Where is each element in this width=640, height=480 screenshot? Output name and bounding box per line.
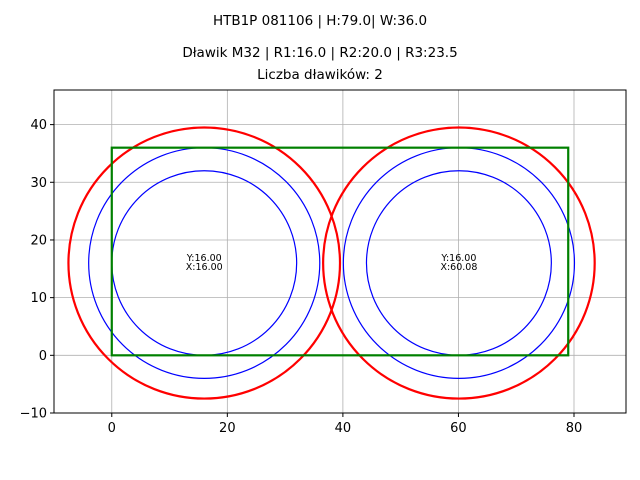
center-label-x-1: X:16.00 — [186, 262, 223, 273]
x-tick-label: 60 — [450, 421, 467, 436]
x-tick-label: 80 — [566, 421, 583, 436]
x-tick-label: 40 — [335, 421, 352, 436]
circle-r3-2 — [322, 126, 596, 400]
y-tick-label: −10 — [20, 407, 47, 422]
chart-title-line-1: HTB1P 081106 | H:79.0| W:36.0 — [212, 13, 428, 29]
chart-title-line-2: Dławik M32 | R1:16.0 | R2:20.0 | R3:23.5 — [182, 45, 458, 61]
axes-frame — [53, 89, 627, 414]
y-tick-label: 30 — [30, 176, 47, 191]
x-tick-label: 0 — [108, 421, 116, 436]
plot-shapes-group — [67, 126, 596, 400]
housing-rectangle — [110, 146, 570, 357]
y-tick-label: 0 — [39, 349, 47, 364]
center-label-x-2: X:60.08 — [440, 262, 477, 273]
y-tick-label: 10 — [30, 291, 47, 306]
center-label-y-1: Y:16.00 — [186, 253, 222, 264]
chart-title-line-3: Liczba dławików: 2 — [257, 67, 383, 83]
circle-r3-1 — [67, 126, 342, 400]
x-tick-label: 20 — [219, 421, 236, 436]
center-label-y-2: Y:16.00 — [440, 253, 476, 264]
y-tick-label: 40 — [30, 118, 47, 133]
y-tick-label: 20 — [30, 233, 47, 248]
